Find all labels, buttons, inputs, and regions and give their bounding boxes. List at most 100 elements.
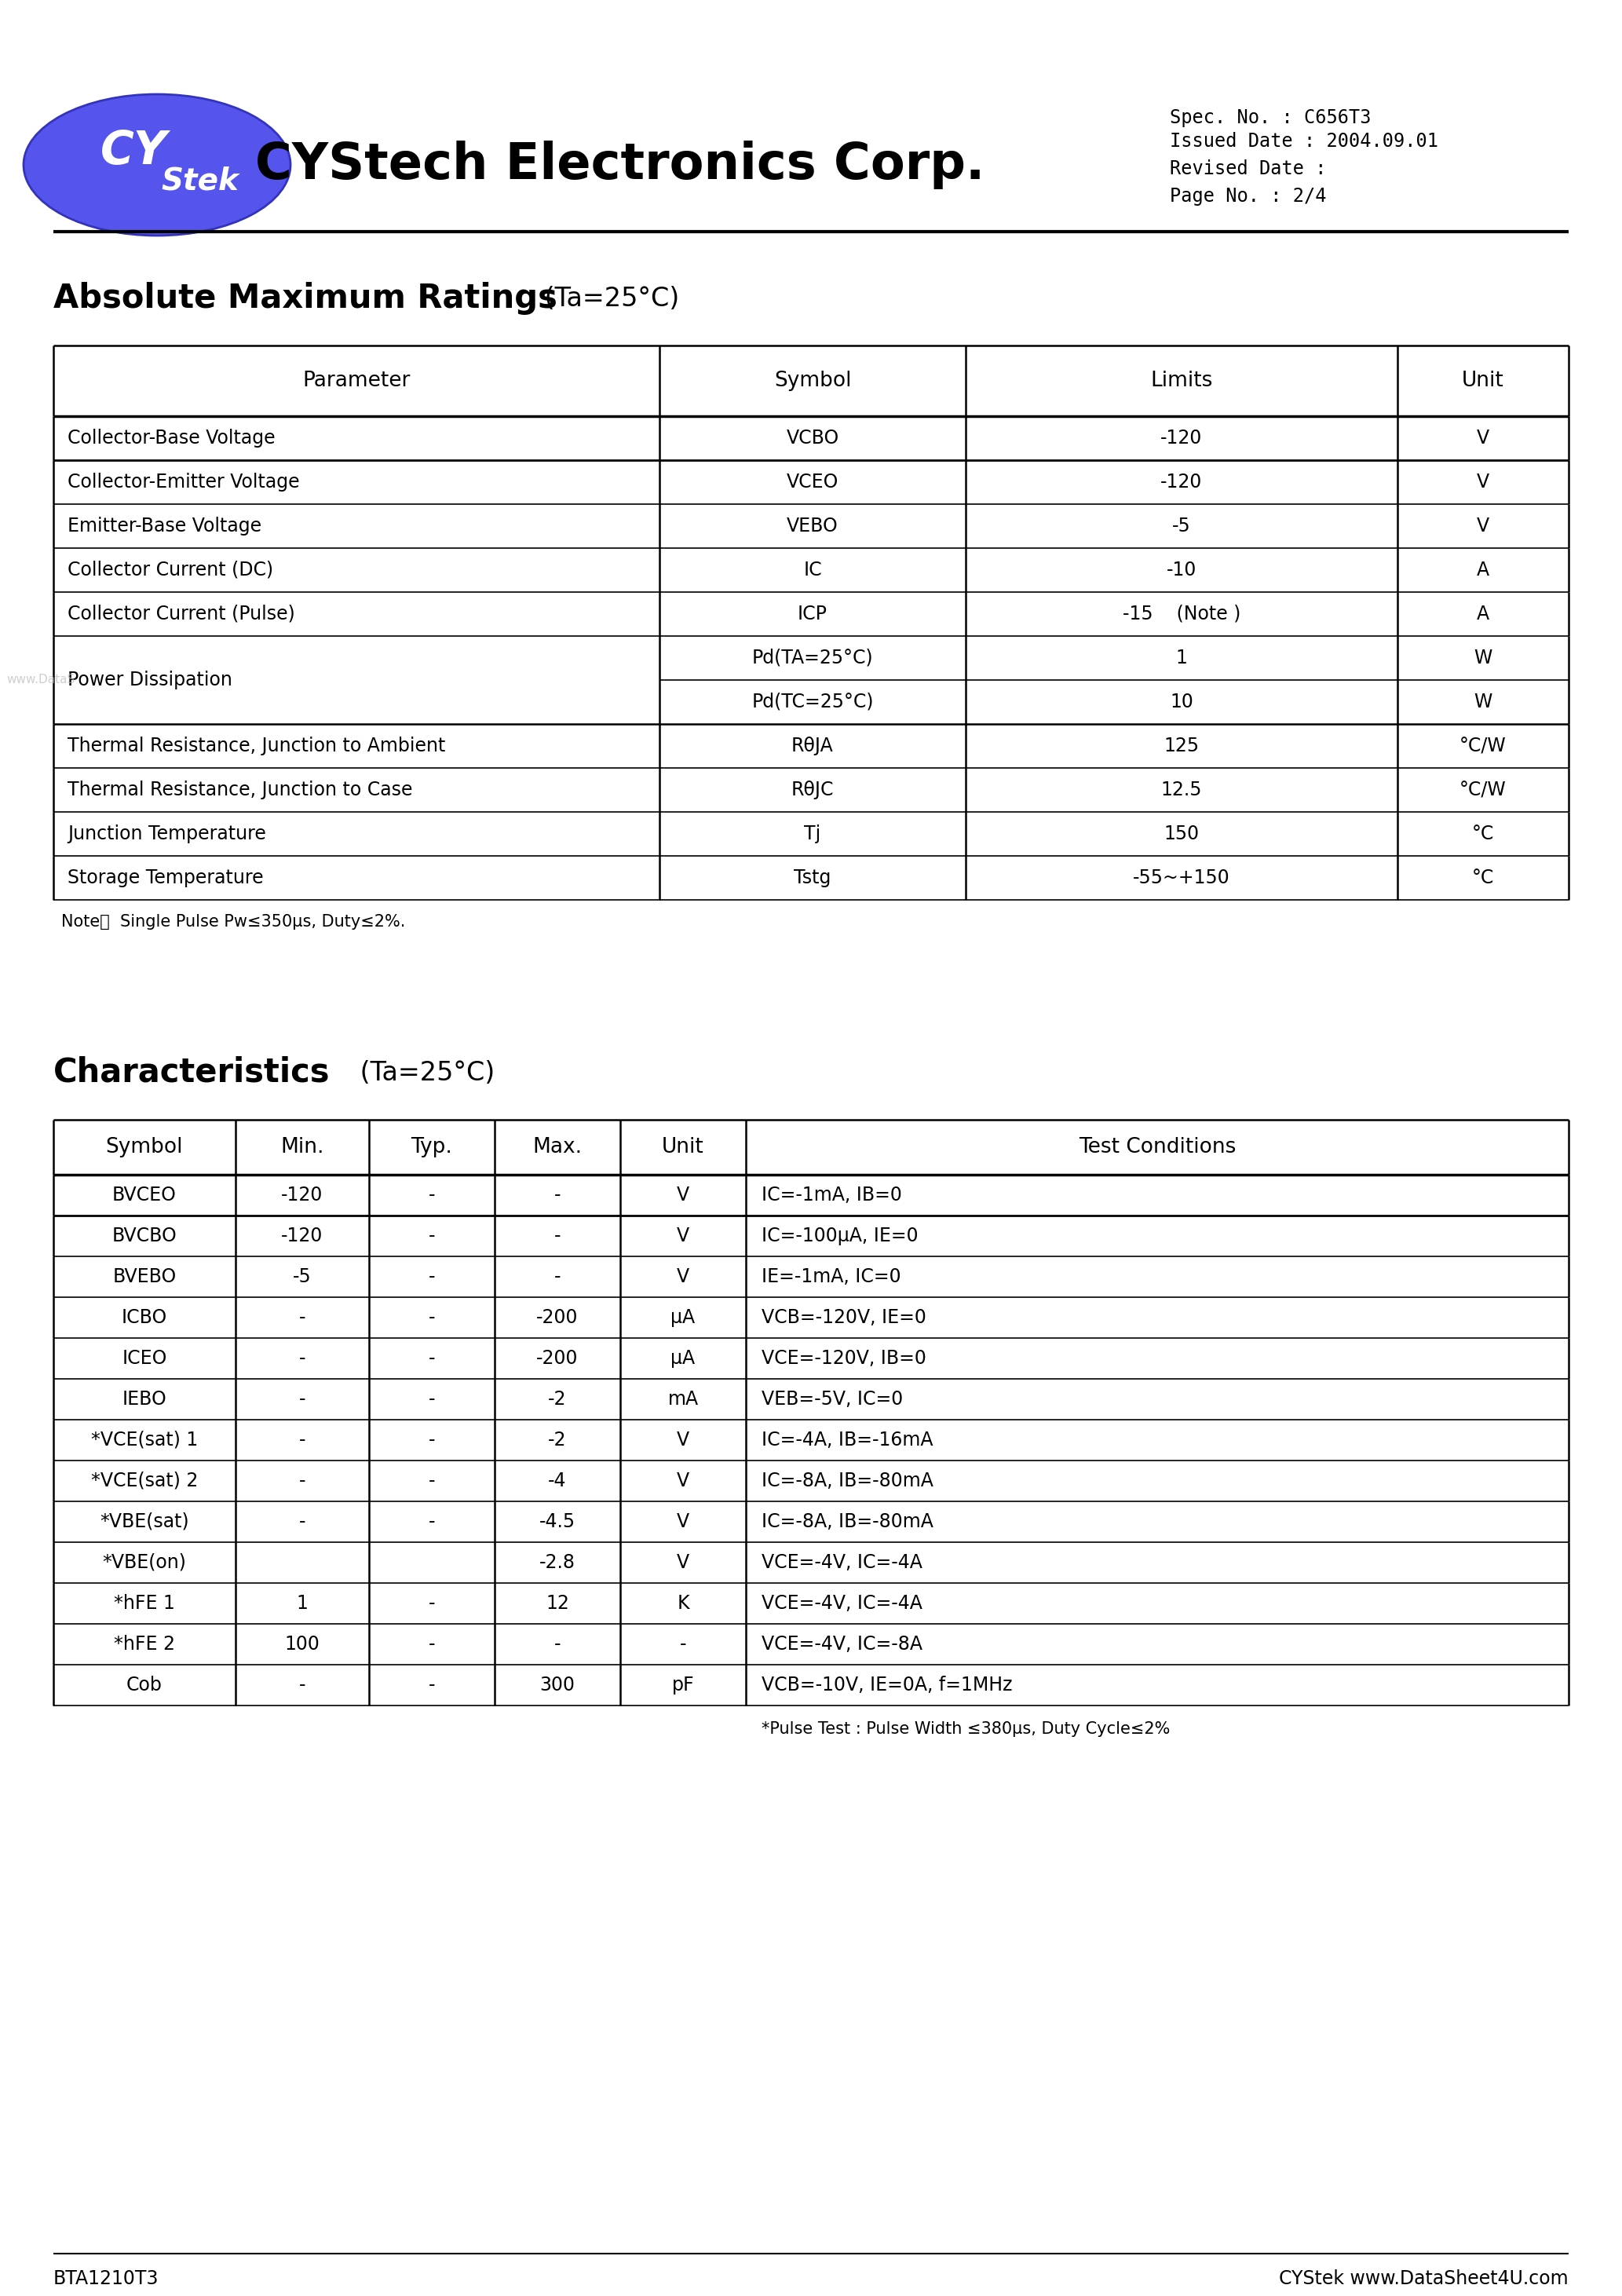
- Text: -: -: [428, 1513, 435, 1531]
- Text: CYStek www.DataSheet4U.com: CYStek www.DataSheet4U.com: [1280, 2268, 1568, 2289]
- Text: VCBO: VCBO: [787, 429, 839, 448]
- Text: VCE=-4V, IC=-4A: VCE=-4V, IC=-4A: [762, 1552, 923, 1573]
- Text: Symbol: Symbol: [105, 1137, 183, 1157]
- Text: -: -: [555, 1185, 561, 1205]
- Text: °C: °C: [1471, 868, 1494, 886]
- Text: Collector Current (Pulse): Collector Current (Pulse): [68, 604, 295, 625]
- Text: -120: -120: [1161, 473, 1202, 491]
- Text: -4.5: -4.5: [539, 1513, 576, 1531]
- Text: ICEO: ICEO: [122, 1350, 167, 1368]
- Text: -200: -200: [537, 1350, 579, 1368]
- Text: Collector-Base Voltage: Collector-Base Voltage: [68, 429, 276, 448]
- Text: Collector-Emitter Voltage: Collector-Emitter Voltage: [68, 473, 300, 491]
- Text: -: -: [428, 1593, 435, 1612]
- Text: Parameter: Parameter: [303, 370, 410, 390]
- Text: Tj: Tj: [805, 824, 821, 843]
- Text: V: V: [676, 1552, 689, 1573]
- Text: V: V: [676, 1185, 689, 1205]
- Text: Thermal Resistance, Junction to Case: Thermal Resistance, Junction to Case: [68, 781, 412, 799]
- Text: Issued Date : 2004.09.01: Issued Date : 2004.09.01: [1169, 131, 1439, 152]
- Text: V: V: [676, 1430, 689, 1449]
- Text: RθJA: RθJA: [792, 737, 834, 755]
- Text: VCE=-4V, IC=-4A: VCE=-4V, IC=-4A: [762, 1593, 923, 1612]
- Text: VCE=-4V, IC=-8A: VCE=-4V, IC=-8A: [762, 1635, 923, 1653]
- Text: -: -: [428, 1635, 435, 1653]
- Text: -: -: [298, 1513, 305, 1531]
- Text: RθJC: RθJC: [792, 781, 834, 799]
- Text: -: -: [428, 1185, 435, 1205]
- Text: W: W: [1474, 647, 1492, 668]
- Text: IC=-8A, IB=-80mA: IC=-8A, IB=-80mA: [762, 1513, 933, 1531]
- Text: -: -: [428, 1676, 435, 1694]
- Text: Absolute Maximum Ratings: Absolute Maximum Ratings: [54, 282, 558, 315]
- Text: Unit: Unit: [662, 1137, 704, 1157]
- Text: Storage Temperature: Storage Temperature: [68, 868, 263, 886]
- Text: 12: 12: [545, 1593, 569, 1612]
- Text: Cob: Cob: [127, 1676, 162, 1694]
- Text: VCB=-10V, IE=0A, f=1MHz: VCB=-10V, IE=0A, f=1MHz: [762, 1676, 1012, 1694]
- Text: 100: 100: [284, 1635, 320, 1653]
- Text: -: -: [428, 1472, 435, 1490]
- Text: IC=-100μA, IE=0: IC=-100μA, IE=0: [762, 1226, 918, 1244]
- Text: -55~+150: -55~+150: [1134, 868, 1229, 886]
- Text: -2: -2: [548, 1430, 566, 1449]
- Text: 12.5: 12.5: [1161, 781, 1202, 799]
- Text: Pd(TC=25°C): Pd(TC=25°C): [751, 693, 874, 712]
- Text: K: K: [676, 1593, 689, 1612]
- Text: -200: -200: [537, 1309, 579, 1327]
- Text: -15    (Note ): -15 (Note ): [1122, 604, 1241, 625]
- Text: V: V: [676, 1226, 689, 1244]
- Text: A: A: [1476, 604, 1489, 625]
- Text: -120: -120: [281, 1185, 323, 1205]
- Text: Limits: Limits: [1150, 370, 1213, 390]
- Text: °C/W: °C/W: [1460, 781, 1507, 799]
- Text: Spec. No. : C656T3: Spec. No. : C656T3: [1169, 108, 1371, 126]
- Text: IE=-1mA, IC=0: IE=-1mA, IC=0: [762, 1267, 900, 1286]
- Text: Pd(TA=25°C): Pd(TA=25°C): [753, 647, 873, 668]
- Text: A: A: [1476, 560, 1489, 579]
- Text: 150: 150: [1165, 824, 1199, 843]
- Text: μA: μA: [672, 1350, 696, 1368]
- Text: °C: °C: [1471, 824, 1494, 843]
- Text: -: -: [555, 1635, 561, 1653]
- Text: μA: μA: [672, 1309, 696, 1327]
- Text: -120: -120: [1161, 429, 1202, 448]
- Text: BVCEO: BVCEO: [112, 1185, 177, 1205]
- Text: -: -: [428, 1389, 435, 1410]
- Text: VEBO: VEBO: [787, 517, 839, 535]
- Text: °C/W: °C/W: [1460, 737, 1507, 755]
- Text: -: -: [298, 1472, 305, 1490]
- Text: Revised Date :: Revised Date :: [1169, 158, 1327, 179]
- Text: 300: 300: [540, 1676, 576, 1694]
- Text: *hFE 1: *hFE 1: [114, 1593, 175, 1612]
- Text: IC=-8A, IB=-80mA: IC=-8A, IB=-80mA: [762, 1472, 933, 1490]
- Text: Collector Current (DC): Collector Current (DC): [68, 560, 274, 579]
- Text: -: -: [428, 1309, 435, 1327]
- Text: BTA1210T3: BTA1210T3: [54, 2268, 159, 2289]
- Text: BVCBO: BVCBO: [112, 1226, 177, 1244]
- Text: *hFE 2: *hFE 2: [114, 1635, 175, 1653]
- Text: IC: IC: [803, 560, 822, 579]
- Text: -2: -2: [548, 1389, 566, 1410]
- Text: Test Conditions: Test Conditions: [1079, 1137, 1236, 1157]
- Text: Junction Temperature: Junction Temperature: [68, 824, 266, 843]
- Text: -: -: [428, 1430, 435, 1449]
- Text: (Ta=25°C): (Ta=25°C): [352, 1061, 495, 1086]
- Text: *VCE(sat) 2: *VCE(sat) 2: [91, 1472, 198, 1490]
- Text: V: V: [1476, 473, 1489, 491]
- Text: Thermal Resistance, Junction to Ambient: Thermal Resistance, Junction to Ambient: [68, 737, 446, 755]
- Text: www.DataS: www.DataS: [6, 675, 75, 687]
- Text: -: -: [298, 1389, 305, 1410]
- Text: Emitter-Base Voltage: Emitter-Base Voltage: [68, 517, 261, 535]
- Text: V: V: [676, 1267, 689, 1286]
- Text: IEBO: IEBO: [122, 1389, 167, 1410]
- Text: -2.8: -2.8: [540, 1552, 576, 1573]
- Text: -: -: [555, 1226, 561, 1244]
- Text: 10: 10: [1169, 693, 1194, 712]
- Text: -: -: [428, 1226, 435, 1244]
- Text: CYStech Electronics Corp.: CYStech Electronics Corp.: [255, 140, 985, 188]
- Text: Characteristics: Characteristics: [54, 1056, 331, 1088]
- Text: -5: -5: [294, 1267, 311, 1286]
- Text: Tstg: Tstg: [795, 868, 830, 886]
- Text: *VBE(sat): *VBE(sat): [101, 1513, 190, 1531]
